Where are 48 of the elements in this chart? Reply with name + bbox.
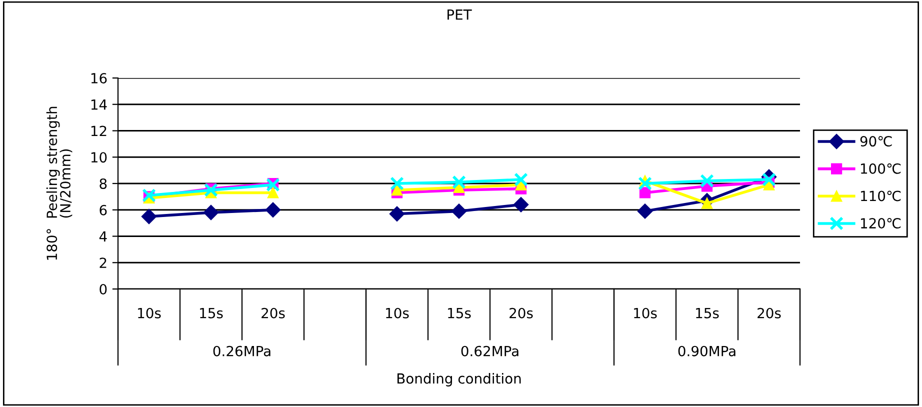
x-tick-label: 20s [262, 308, 285, 318]
legend-label: 120℃ [861, 218, 901, 229]
chart-title: PET [448, 10, 472, 20]
text: 0.62MPa [461, 346, 518, 356]
point [141, 208, 157, 224]
text: 0.26MPa [213, 346, 270, 356]
x-tick-label: 15s [696, 308, 719, 318]
y-tick-label: 14 [91, 100, 107, 110]
x-tick-label: 15s [448, 308, 471, 318]
y-tick-label: 16 [91, 72, 107, 84]
y-tick-label: 6 [100, 204, 107, 216]
x-tick-label: 20s [758, 308, 781, 318]
point [266, 178, 280, 192]
point [267, 187, 279, 198]
point [637, 204, 653, 219]
x-axis-title: Bonding condition [397, 373, 521, 386]
point [203, 204, 219, 220]
point [265, 202, 281, 218]
y-tick-label: 4 [99, 231, 107, 242]
y-tick-label: 0 [100, 284, 107, 294]
x-tick-label: 10s [634, 308, 657, 318]
x-tick-label: 10s [138, 308, 161, 318]
legend-label: 100℃ [861, 163, 901, 174]
x-tick-label: 10s [386, 308, 409, 318]
point [451, 204, 467, 219]
y-tick-label: 10 [91, 152, 107, 163]
point [638, 176, 652, 190]
point [390, 176, 404, 190]
point [389, 206, 405, 222]
y-axis-title: 180° Peeling strength (N/20mm) [46, 106, 72, 260]
text: 0.90MPa [678, 346, 736, 356]
point [204, 183, 218, 198]
point [452, 175, 466, 190]
x-tick-label: 20s [510, 308, 533, 318]
point [639, 187, 651, 198]
y-tick-label: 2 [100, 258, 106, 268]
y-tick-label: 12 [91, 126, 106, 136]
point [513, 197, 529, 212]
point [391, 184, 403, 196]
point [142, 188, 156, 202]
legend-label: 90℃ [860, 136, 892, 147]
y-tick-label: 8 [100, 178, 107, 189]
legend-label: 110℃ [861, 190, 901, 202]
point [514, 172, 528, 186]
x-tick-label: 15s [200, 308, 223, 318]
point [701, 198, 713, 209]
point [700, 174, 714, 188]
point [762, 172, 776, 186]
